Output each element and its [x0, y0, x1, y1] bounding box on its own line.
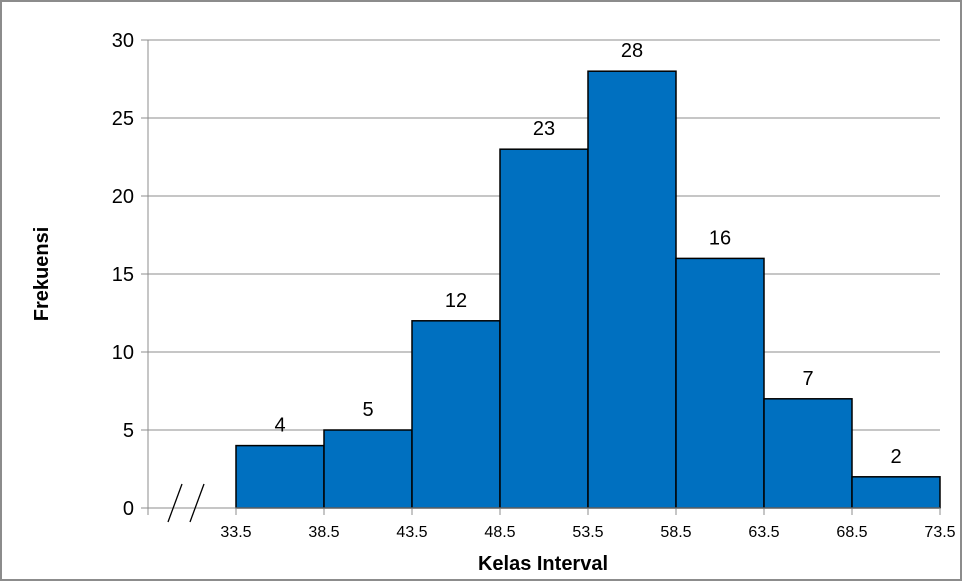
y-tick-labels: 0 5 10 15 20 25 30 [112, 30, 134, 520]
bar [499, 148, 589, 509]
data-label: 7 [802, 368, 813, 390]
x-tick-label: 48.5 [484, 524, 515, 541]
y-tick-label: 15 [112, 264, 134, 286]
data-label: 5 [362, 399, 373, 421]
data-label: 23 [533, 118, 555, 140]
x-tick-label: 38.5 [308, 524, 339, 541]
data-label: 28 [621, 40, 643, 62]
y-tick-label: 30 [112, 30, 134, 52]
data-label: 2 [890, 446, 901, 468]
x-tick-label: 53.5 [572, 524, 603, 541]
bar [763, 398, 853, 509]
bar [323, 429, 413, 509]
x-tick-label: 73.5 [924, 524, 955, 541]
x-tick-label: 68.5 [836, 524, 867, 541]
bar [587, 70, 677, 509]
y-tick-label: 10 [112, 342, 134, 364]
data-label: 12 [445, 290, 467, 312]
x-axis-title: Kelas Interval [478, 553, 608, 575]
bars [235, 70, 941, 509]
axis-break-mark [167, 483, 205, 523]
data-label: 4 [274, 415, 285, 437]
y-tick-label: 0 [123, 498, 134, 520]
data-label: 16 [709, 227, 731, 249]
axis-break-slash [189, 483, 205, 523]
x-tick-labels: 33.5 38.5 43.5 48.5 53.5 58.5 63.5 68.5 73.5 [147, 508, 956, 541]
bar [675, 257, 765, 509]
bar [235, 444, 325, 509]
x-tick-label: 58.5 [660, 524, 691, 541]
data-labels: 4 5 12 23 28 16 7 2 [274, 40, 901, 468]
axis-break-slash [167, 483, 183, 523]
y-axis-title: Frekuensi [31, 227, 53, 321]
axes [147, 40, 940, 509]
bar [851, 476, 941, 509]
x-tick-label: 33.5 [220, 524, 251, 541]
y-tick-label: 5 [123, 420, 134, 442]
bar [411, 320, 501, 509]
y-tick-label: 20 [112, 186, 134, 208]
x-tick-label: 63.5 [748, 524, 779, 541]
y-tick-label: 25 [112, 108, 134, 130]
x-tick-label: 43.5 [396, 524, 427, 541]
